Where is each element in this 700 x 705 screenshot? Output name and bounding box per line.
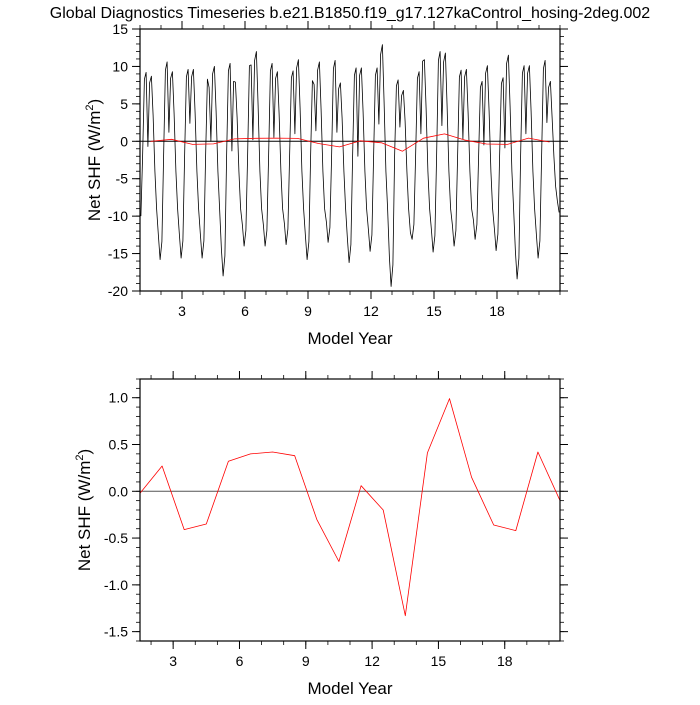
x-tick-label: 15	[426, 303, 442, 319]
bottom-annual-mean-panel: -1.5 -1.0 -0.5 0.0 0.5 1.0 3 6 9 12 15 18 Model Year…	[74, 371, 568, 698]
y-axis-title-superscript: 2	[84, 105, 96, 111]
series-line-annual-mean	[139, 398, 561, 617]
figure-title: Global Diagnostics Timeseries b.e21.B185…	[50, 5, 651, 22]
y-tick-label: -0.5	[104, 530, 128, 546]
y-tick-label: -20	[108, 283, 128, 299]
y-axis-title-main: Net SHF (W/m	[85, 111, 104, 222]
x-tick-label: 18	[497, 653, 513, 669]
y-tick-label: 0.0	[109, 483, 129, 499]
x-tick-label: 18	[489, 303, 505, 319]
y-tick-label: -10	[108, 208, 128, 224]
y-tick-label: 1.0	[109, 390, 129, 406]
x-tick-label: 15	[431, 653, 447, 669]
y-tick-label: 15	[112, 21, 128, 37]
y-tick-label: 0.5	[109, 437, 129, 453]
x-tick-label: 3	[169, 653, 177, 669]
y-tick-label: -15	[108, 246, 128, 262]
x-axis-title: Model Year	[307, 679, 392, 698]
y-tick-label: 0	[120, 133, 128, 149]
y-tick-label: 10	[112, 58, 128, 74]
x-tick-label: 3	[178, 303, 186, 319]
x-tick-label: 6	[241, 303, 249, 319]
x-tick-label: 9	[302, 653, 310, 669]
y-axis-title-end: )	[75, 449, 94, 455]
series-line-monthly	[140, 44, 560, 287]
x-tick-label: 9	[304, 303, 312, 319]
top-timeseries-panel: -20 -15 -10 -5 0 5 10 15 3 6 9 12 15 18 Model Year Net …	[84, 21, 568, 348]
y-axis-title-main: Net SHF (W/m	[75, 461, 94, 572]
plot-frame	[139, 378, 561, 642]
x-axis-title: Model Year	[307, 329, 392, 348]
y-tick-label: -1.5	[104, 624, 128, 640]
y-axis-title: Net SHF (W/m2)	[84, 99, 104, 221]
x-tick-label: 12	[363, 303, 379, 319]
y-axis-title-end: )	[85, 99, 104, 105]
y-tick-label: -5	[116, 171, 129, 187]
x-tick-label: 12	[364, 653, 380, 669]
series-line-annual-mean	[150, 133, 550, 152]
y-axis-title-superscript: 2	[74, 455, 86, 461]
y-tick-label: -1.0	[104, 577, 128, 593]
y-tick-label: 5	[120, 96, 128, 112]
x-tick-label: 6	[236, 653, 244, 669]
y-axis-title: Net SHF (W/m2)	[74, 449, 94, 571]
